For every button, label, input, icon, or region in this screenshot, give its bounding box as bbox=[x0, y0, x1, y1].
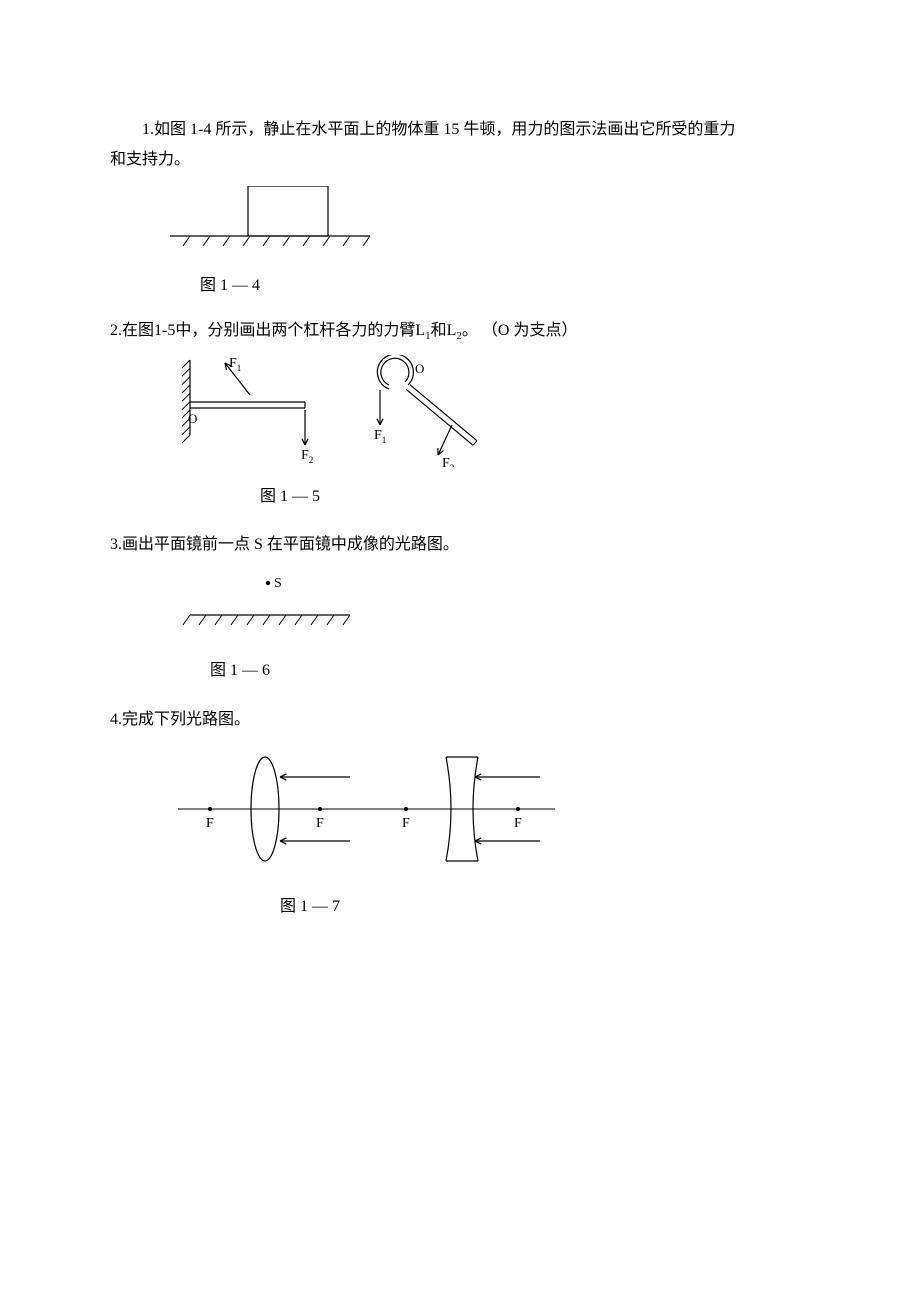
q3-text: 3.画出平面镜前一点 S 在平面镜中成像的光路图。 bbox=[110, 530, 810, 560]
q1-text-line1: 1.如图 1-4 所示，静止在水平面上的物体重 15 牛顿，用力的图示法画出它所… bbox=[110, 115, 810, 145]
q3-svg: S bbox=[170, 575, 370, 635]
q4-svg: FFFF bbox=[170, 749, 565, 877]
caption-1-7: 图 1 — 7 bbox=[280, 892, 810, 922]
q2-text: 2.在图1-5中，分别画出两个杠杆各力的力臂L1和L2。 （O 为支点） bbox=[110, 316, 810, 347]
question-3: 3.画出平面镜前一点 S 在平面镜中成像的光路图。 S 图 1 — 6 bbox=[110, 530, 810, 686]
question-4: 4.完成下列光路图。 F F F F 图 1 — 7 bbox=[110, 705, 810, 923]
svg-text:O: O bbox=[188, 411, 197, 426]
svg-text:F: F bbox=[316, 816, 324, 831]
question-1: 1.如图 1-4 所示，静止在水平面上的物体重 15 牛顿，用力的图示法画出它所… bbox=[110, 115, 810, 302]
svg-text:F: F bbox=[514, 816, 522, 831]
svg-text:F2: F2 bbox=[301, 448, 314, 465]
figure-1-4 bbox=[170, 186, 810, 267]
svg-text:F: F bbox=[206, 816, 214, 831]
caption-1-5: 图 1 — 5 bbox=[260, 482, 810, 512]
question-2: 2.在图1-5中，分别画出两个杠杆各力的力臂L1和L2。 （O 为支点） O F1… bbox=[110, 316, 810, 513]
q2-t1: 2.在图1-5中，分别画出两个杠杆各力的力臂L bbox=[110, 322, 425, 339]
q2-t2: 和L bbox=[431, 322, 457, 339]
svg-text:F: F bbox=[402, 816, 410, 831]
caption-1-6: 图 1 — 6 bbox=[210, 656, 810, 686]
q2-svg: O F1 F2 O F1 F2 bbox=[170, 355, 510, 467]
svg-text:F2: F2 bbox=[442, 456, 455, 467]
worksheet-page: 1.如图 1-4 所示，静止在水平面上的物体重 15 牛顿，用力的图示法画出它所… bbox=[0, 0, 920, 983]
q1-svg bbox=[170, 186, 380, 256]
svg-text:O: O bbox=[415, 361, 424, 376]
figure-1-6: S bbox=[170, 575, 810, 646]
svg-text:S: S bbox=[274, 576, 282, 591]
svg-text:F1: F1 bbox=[229, 356, 241, 373]
caption-1-4: 图 1 — 4 bbox=[200, 271, 810, 301]
svg-text:F1: F1 bbox=[374, 428, 386, 445]
figure-1-5: O F1 F2 O F1 F2 bbox=[170, 355, 810, 478]
q1-text-line2: 和支持力。 bbox=[110, 145, 810, 175]
figure-1-7: FFFF bbox=[170, 749, 810, 888]
q2-t3: 。 （O 为支点） bbox=[462, 322, 578, 339]
q4-text: 4.完成下列光路图。 bbox=[110, 705, 810, 735]
